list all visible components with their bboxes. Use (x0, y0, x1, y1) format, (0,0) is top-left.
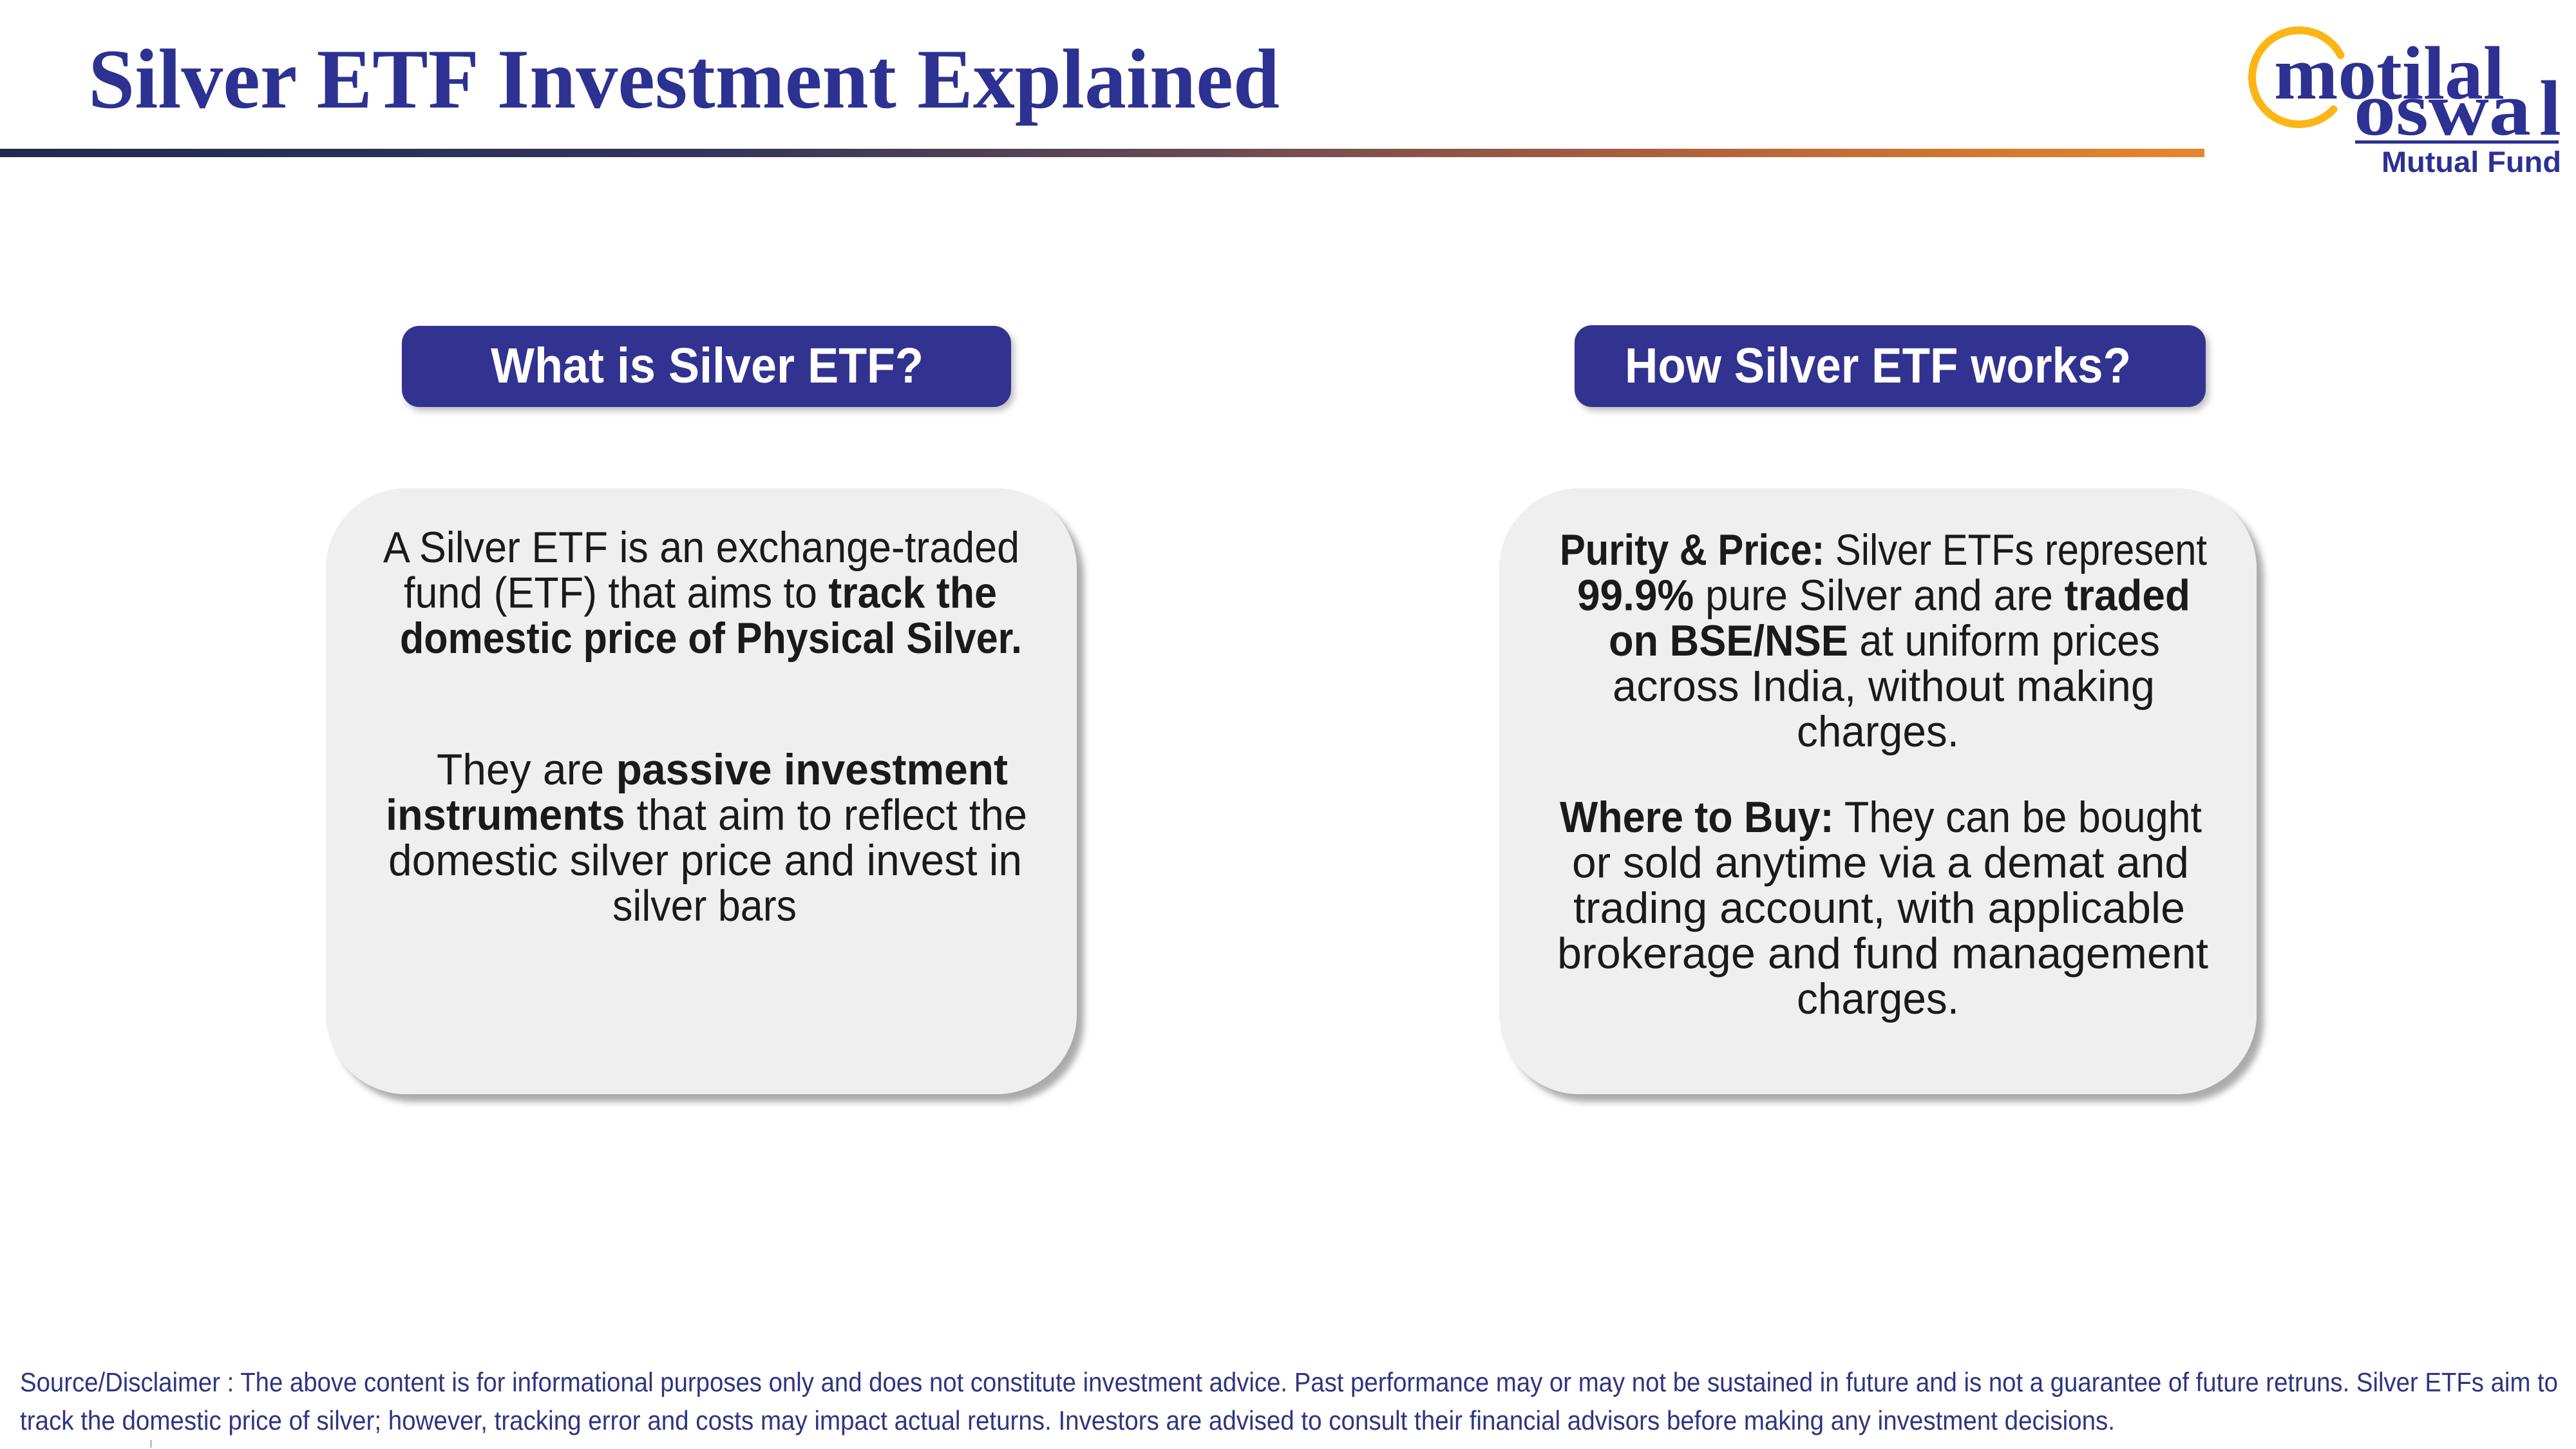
svg-text:motilal: motilal (2274, 31, 2505, 115)
svg-text:instruments that aim to reflec: instruments that aim to reflect the (386, 791, 1027, 840)
svg-text:domestic silver price and inve: domestic silver price and invest in (388, 836, 1022, 885)
svg-text:What is Silver ETF?: What is Silver ETF? (491, 338, 923, 393)
svg-text:l: l (2539, 65, 2561, 152)
svg-text:A Silver ETF is an exchange-tr: A Silver ETF is an exchange-traded (383, 523, 1019, 572)
svg-text:silver bars: silver bars (612, 882, 797, 931)
svg-text:99.9% pure Silver and are trad: 99.9% pure Silver and are traded (1577, 571, 2190, 620)
svg-text:oswa: oswa (2354, 67, 2531, 151)
svg-text:Where to Buy: They can be boug: Where to Buy: They can be bought (1560, 793, 2202, 842)
svg-text:across India, without making: across India, without making (1613, 662, 2155, 711)
svg-text:fund (ETF) that aims to track: fund (ETF) that aims to track the (404, 569, 997, 618)
svg-text:charges.: charges. (1797, 707, 1959, 756)
svg-text:brokerage and fund management: brokerage and fund management (1557, 929, 2208, 978)
svg-text:domestic price of Physical Sil: domestic price of Physical Silver. (400, 614, 1022, 663)
svg-text:track the domestic price of si: track the domestic price of silver; howe… (20, 1405, 2115, 1435)
svg-text:or sold anytime via a demat an: or sold anytime via a demat and (1572, 838, 2189, 887)
svg-text:on BSE/NSE at uniform prices: on BSE/NSE at uniform prices (1609, 616, 2160, 665)
svg-text:Silver ETF Investment Explaine: Silver ETF Investment Explained (88, 32, 1280, 126)
svg-text:Mutual Fund: Mutual Fund (2382, 146, 2561, 178)
svg-text:How Silver ETF works?: How Silver ETF works? (1625, 338, 2131, 393)
svg-text:trading account, with applicab: trading account, with applicable (1573, 884, 2185, 933)
svg-text:They are passive investment: They are passive investment (437, 745, 1008, 794)
svg-text:Purity & Price: Silver ETFs re: Purity & Price: Silver ETFs represent (1560, 526, 2207, 574)
svg-text:charges.: charges. (1797, 974, 1959, 1023)
svg-text:Source/Disclaimer : The above: Source/Disclaimer : The above content is… (20, 1367, 2558, 1397)
